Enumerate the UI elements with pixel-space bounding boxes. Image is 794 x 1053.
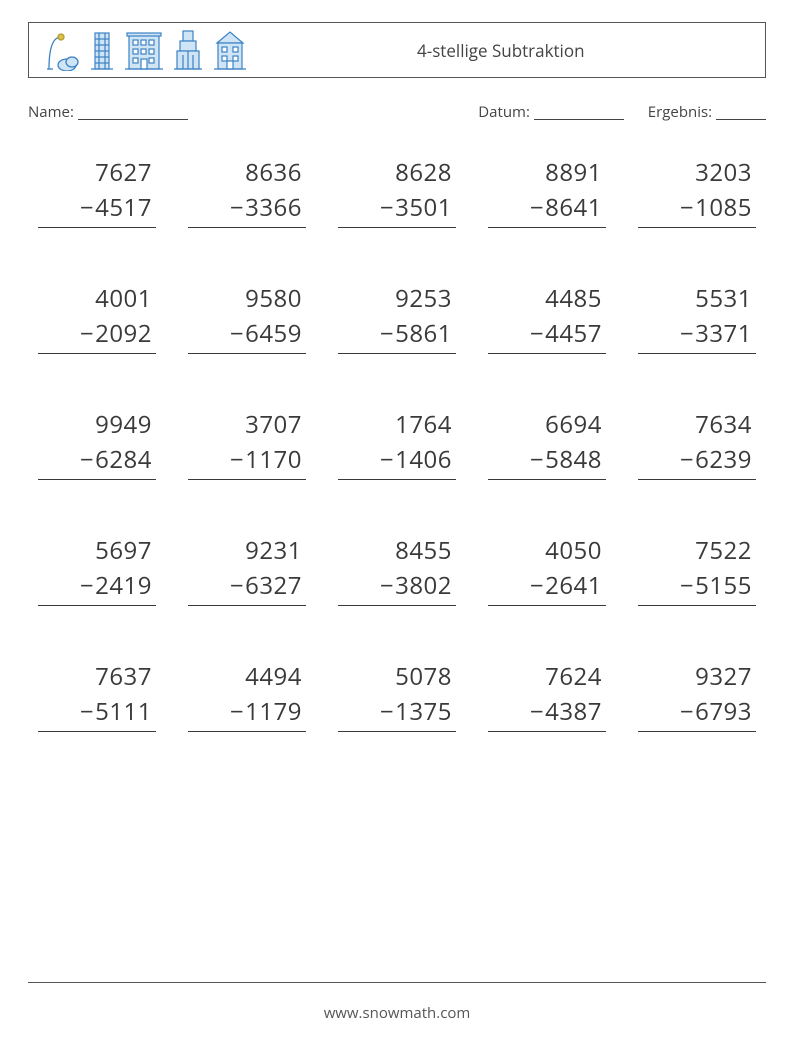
minuend: 5078 bbox=[338, 660, 456, 693]
date-blank bbox=[534, 105, 624, 120]
problem-r2-c4: 7634−6239 bbox=[638, 408, 756, 480]
problem-r0-c3: 8891−8641 bbox=[488, 156, 606, 228]
streetlamp-icon bbox=[43, 31, 79, 71]
score-label: Ergebnis: bbox=[648, 102, 712, 122]
footer-text: www.snowmath.com bbox=[0, 1003, 794, 1023]
minuend: 5531 bbox=[638, 282, 756, 315]
minuend: 9580 bbox=[188, 282, 306, 315]
subtrahend: −6793 bbox=[638, 695, 756, 732]
problem-r2-c3: 6694−5848 bbox=[488, 408, 606, 480]
building-tower-icon bbox=[89, 29, 115, 71]
problem-r3-c2: 8455−3802 bbox=[338, 534, 456, 606]
problem-r0-c4: 3203−1085 bbox=[638, 156, 756, 228]
score-blank bbox=[716, 105, 766, 120]
subtrahend: −5848 bbox=[488, 443, 606, 480]
problem-r1-c1: 9580−6459 bbox=[188, 282, 306, 354]
problem-r3-c4: 7522−5155 bbox=[638, 534, 756, 606]
minuend: 7634 bbox=[638, 408, 756, 441]
header-icons bbox=[29, 29, 247, 71]
minuend: 3707 bbox=[188, 408, 306, 441]
minuend: 7624 bbox=[488, 660, 606, 693]
problem-r0-c2: 8628−3501 bbox=[338, 156, 456, 228]
minuend: 9949 bbox=[38, 408, 156, 441]
subtrahend: −2092 bbox=[38, 317, 156, 354]
name-label: Name: bbox=[28, 102, 74, 122]
subtrahend: −1375 bbox=[338, 695, 456, 732]
subtrahend: −3501 bbox=[338, 191, 456, 228]
subtrahend: −8641 bbox=[488, 191, 606, 228]
subtrahend: −1085 bbox=[638, 191, 756, 228]
problem-r3-c3: 4050−2641 bbox=[488, 534, 606, 606]
problem-r4-c2: 5078−1375 bbox=[338, 660, 456, 732]
header-box: 4-stellige Subtraktion bbox=[28, 22, 766, 78]
problem-r4-c0: 7637−5111 bbox=[38, 660, 156, 732]
minuend: 1764 bbox=[338, 408, 456, 441]
subtrahend: −2419 bbox=[38, 569, 156, 606]
subtrahend: −3802 bbox=[338, 569, 456, 606]
subtrahend: −1179 bbox=[188, 695, 306, 732]
subtrahend: −1170 bbox=[188, 443, 306, 480]
minuend: 7627 bbox=[38, 156, 156, 189]
minuend: 8628 bbox=[338, 156, 456, 189]
subtrahend: −3371 bbox=[638, 317, 756, 354]
subtrahend: −2641 bbox=[488, 569, 606, 606]
problem-r0-c0: 7627−4517 bbox=[38, 156, 156, 228]
problem-r4-c1: 4494−1179 bbox=[188, 660, 306, 732]
problem-r1-c3: 4485−4457 bbox=[488, 282, 606, 354]
minuend: 5697 bbox=[38, 534, 156, 567]
problem-r1-c2: 9253−5861 bbox=[338, 282, 456, 354]
problem-r3-c0: 5697−2419 bbox=[38, 534, 156, 606]
minuend: 4494 bbox=[188, 660, 306, 693]
subtrahend: −1406 bbox=[338, 443, 456, 480]
footer-rule bbox=[28, 982, 766, 983]
name-blank bbox=[78, 105, 188, 120]
minuend: 7637 bbox=[38, 660, 156, 693]
minuend: 8455 bbox=[338, 534, 456, 567]
problem-r2-c1: 3707−1170 bbox=[188, 408, 306, 480]
problem-r1-c0: 4001−2092 bbox=[38, 282, 156, 354]
problem-r0-c1: 8636−3366 bbox=[188, 156, 306, 228]
minuend: 7522 bbox=[638, 534, 756, 567]
minuend: 8636 bbox=[188, 156, 306, 189]
subtrahend: −5155 bbox=[638, 569, 756, 606]
problems-grid: 7627−4517 8636−3366 8628−3501 8891−8641 3203… bbox=[28, 156, 766, 732]
problem-r3-c1: 9231−6327 bbox=[188, 534, 306, 606]
date-label: Datum: bbox=[478, 102, 530, 122]
minuend: 4485 bbox=[488, 282, 606, 315]
minuend: 3203 bbox=[638, 156, 756, 189]
problem-r1-c4: 5531−3371 bbox=[638, 282, 756, 354]
problem-r2-c2: 1764−1406 bbox=[338, 408, 456, 480]
minuend: 9327 bbox=[638, 660, 756, 693]
info-row: Name: Datum: Ergebnis: bbox=[28, 102, 766, 122]
subtrahend: −4517 bbox=[38, 191, 156, 228]
minuend: 4050 bbox=[488, 534, 606, 567]
subtrahend: −4387 bbox=[488, 695, 606, 732]
problem-r4-c4: 9327−6793 bbox=[638, 660, 756, 732]
minuend: 8891 bbox=[488, 156, 606, 189]
building-office-icon bbox=[125, 29, 163, 71]
problem-r4-c3: 7624−4387 bbox=[488, 660, 606, 732]
subtrahend: −3366 bbox=[188, 191, 306, 228]
minuend: 9253 bbox=[338, 282, 456, 315]
building-tiered-icon bbox=[173, 29, 203, 71]
subtrahend: −6284 bbox=[38, 443, 156, 480]
subtrahend: −6327 bbox=[188, 569, 306, 606]
building-apartment-icon bbox=[213, 29, 247, 71]
worksheet-title: 4-stellige Subtraktion bbox=[417, 39, 585, 62]
subtrahend: −6239 bbox=[638, 443, 756, 480]
minuend: 9231 bbox=[188, 534, 306, 567]
subtrahend: −5861 bbox=[338, 317, 456, 354]
subtrahend: −4457 bbox=[488, 317, 606, 354]
minuend: 6694 bbox=[488, 408, 606, 441]
subtrahend: −5111 bbox=[38, 695, 156, 732]
problem-r2-c0: 9949−6284 bbox=[38, 408, 156, 480]
minuend: 4001 bbox=[38, 282, 156, 315]
subtrahend: −6459 bbox=[188, 317, 306, 354]
